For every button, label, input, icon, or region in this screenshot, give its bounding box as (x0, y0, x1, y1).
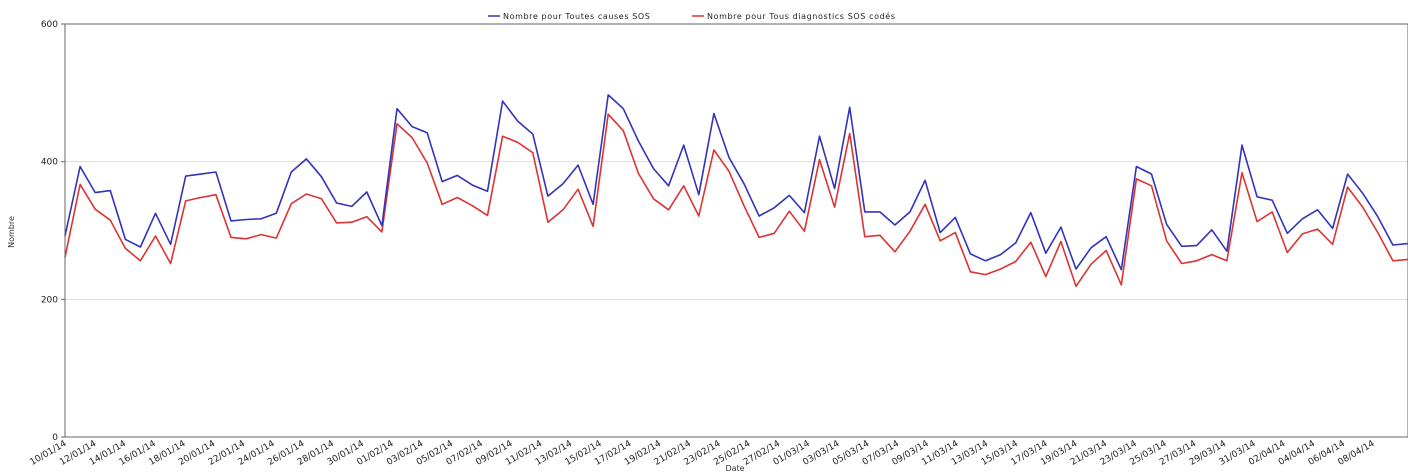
plot-frame (64, 23, 1408, 438)
y-axis-ticks: 0 200 400 600 (41, 20, 65, 443)
legend-label-toutes-causes: Nombre pour Toutes causes SOS (503, 12, 651, 21)
series-line-toutes-causes (64, 94, 1408, 271)
y-tick-label: 0 (52, 433, 58, 443)
series-line-tous-diagnostics (64, 113, 1408, 288)
x-axis-ticks: 10/01/1412/01/1414/01/1416/01/1418/01/14… (28, 439, 1376, 468)
y-tick-label: 400 (41, 158, 58, 168)
y-tick-label: 600 (41, 20, 58, 30)
x-axis-title: Date (725, 464, 744, 472)
y-axis-title: Nombre (7, 216, 16, 248)
y-tick-label: 200 (41, 295, 58, 305)
plot-series (64, 94, 1408, 288)
grid (65, 23, 1408, 438)
legend-label-tous-diagnostics: Nombre pour Tous diagnostics SOS codés (707, 11, 896, 21)
legend: Nombre pour Toutes causes SOS Nombre pou… (488, 11, 896, 21)
